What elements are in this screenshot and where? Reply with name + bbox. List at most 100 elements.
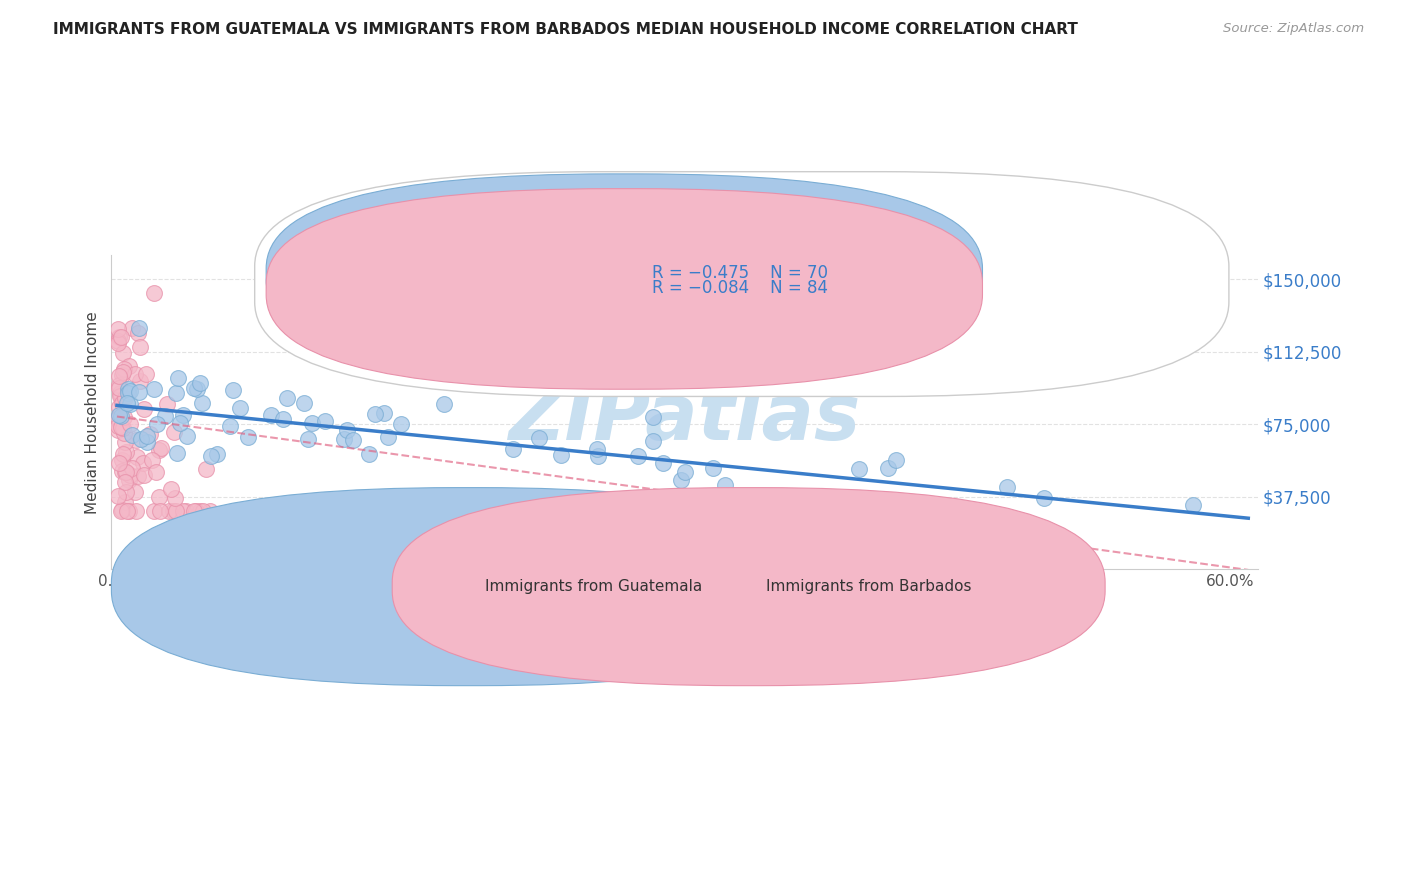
Point	[107, 321, 129, 335]
Point	[120, 397, 142, 411]
Point	[276, 391, 298, 405]
Point	[586, 442, 609, 456]
Point	[157, 504, 180, 518]
Point	[107, 334, 129, 348]
Point	[111, 421, 134, 435]
Point	[364, 407, 387, 421]
Point	[671, 473, 693, 487]
Point	[114, 391, 136, 405]
Point	[643, 410, 665, 425]
Point	[141, 452, 163, 467]
Point	[219, 419, 242, 434]
Point	[124, 484, 146, 499]
Point	[148, 491, 170, 505]
Point	[115, 396, 138, 410]
Point	[205, 447, 228, 461]
Point	[155, 409, 177, 424]
Point	[294, 395, 316, 409]
Point	[200, 449, 222, 463]
Point	[110, 420, 132, 434]
Point	[702, 461, 724, 475]
Point	[114, 475, 136, 489]
Point	[129, 340, 152, 354]
Point	[389, 417, 412, 432]
Point	[108, 377, 131, 392]
Point	[198, 504, 221, 518]
Point	[127, 450, 149, 464]
Point	[167, 371, 190, 385]
Point	[174, 504, 197, 518]
Point	[111, 368, 134, 383]
Point	[183, 381, 205, 395]
Point	[550, 448, 572, 462]
Point	[107, 401, 129, 415]
Point	[111, 453, 134, 467]
Point	[163, 425, 186, 439]
Point	[117, 504, 139, 518]
Point	[301, 416, 323, 430]
FancyBboxPatch shape	[254, 171, 1229, 396]
Point	[165, 386, 187, 401]
Point	[111, 465, 134, 479]
Point	[129, 432, 152, 446]
Point	[183, 504, 205, 518]
Point	[377, 430, 399, 444]
Point	[271, 412, 294, 426]
Point	[194, 462, 217, 476]
Point	[222, 383, 245, 397]
FancyBboxPatch shape	[392, 488, 1105, 686]
Point	[127, 326, 149, 341]
Point	[673, 465, 696, 479]
Point	[107, 489, 129, 503]
Point	[502, 442, 524, 456]
Point	[128, 320, 150, 334]
Point	[112, 410, 135, 425]
Point	[848, 461, 870, 475]
Point	[131, 456, 153, 470]
Point	[111, 345, 134, 359]
Point	[112, 362, 135, 376]
Text: Immigrants from Barbados: Immigrants from Barbados	[766, 579, 972, 594]
Point	[110, 409, 132, 424]
Point	[342, 433, 364, 447]
Point	[118, 504, 141, 518]
Point	[1033, 491, 1056, 505]
Point	[108, 381, 131, 395]
Point	[156, 397, 179, 411]
Point	[114, 435, 136, 450]
Text: R = −0.475    N = 70: R = −0.475 N = 70	[652, 264, 828, 282]
Point	[163, 491, 186, 505]
Point	[148, 442, 170, 457]
Point	[142, 382, 165, 396]
Point	[108, 389, 131, 403]
Point	[110, 388, 132, 402]
Point	[160, 482, 183, 496]
Point	[162, 504, 184, 518]
Point	[145, 417, 167, 431]
Text: Source: ZipAtlas.com: Source: ZipAtlas.com	[1223, 22, 1364, 36]
Point	[121, 427, 143, 442]
Text: ZIPatlas: ZIPatlas	[509, 381, 860, 457]
Point	[108, 330, 131, 344]
Point	[124, 434, 146, 448]
Point	[143, 285, 166, 300]
Point	[643, 434, 665, 449]
Point	[114, 494, 136, 508]
Point	[172, 504, 194, 518]
Point	[120, 417, 142, 432]
Point	[652, 457, 675, 471]
Point	[117, 473, 139, 487]
Point	[118, 359, 141, 373]
Point	[115, 445, 138, 459]
Point	[108, 368, 131, 383]
Text: IMMIGRANTS FROM GUATEMALA VS IMMIGRANTS FROM BARBADOS MEDIAN HOUSEHOLD INCOME CO: IMMIGRANTS FROM GUATEMALA VS IMMIGRANTS …	[53, 22, 1078, 37]
Point	[165, 504, 187, 518]
Point	[110, 330, 132, 344]
Point	[118, 384, 141, 398]
Point	[995, 480, 1018, 494]
Point	[127, 469, 149, 483]
Point	[149, 441, 172, 455]
Point	[188, 376, 211, 390]
Point	[336, 423, 359, 437]
Point	[188, 504, 211, 518]
